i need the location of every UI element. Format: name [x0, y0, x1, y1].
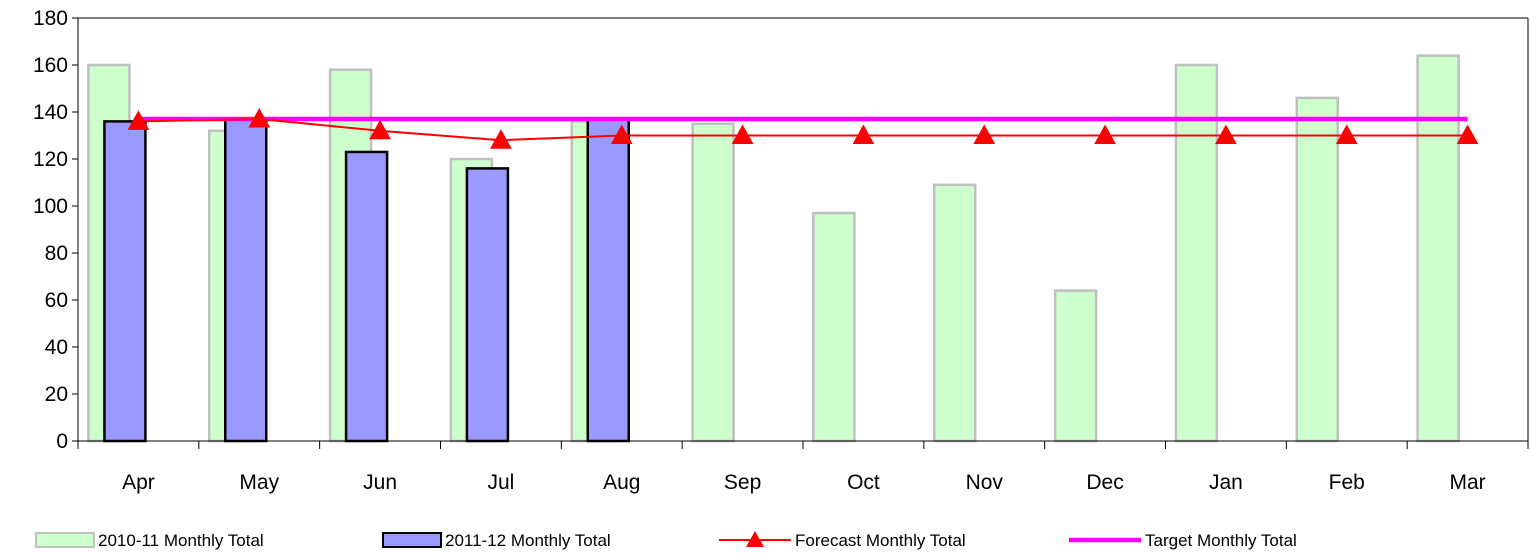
y-tick-label-40: 40	[45, 336, 68, 359]
legend-label-forecast-monthly-total: Forecast Monthly Total	[795, 531, 966, 550]
bar-2010-11-sep	[691, 122, 735, 443]
forecast-point-apr	[127, 110, 150, 130]
y-tick-label-80: 80	[45, 242, 68, 265]
x-tick-label-mar: Mar	[1449, 471, 1485, 494]
bar-2010-11-mar	[1416, 54, 1460, 443]
y-tick-label-20: 20	[45, 383, 68, 406]
x-tick-label-dec: Dec	[1086, 471, 1123, 494]
legend-label-2010-11-monthly-total: 2010-11 Monthly Total	[98, 531, 264, 550]
y-tick-label-120: 120	[33, 148, 68, 171]
forecast-point-feb	[1335, 124, 1358, 144]
x-tick-label-feb: Feb	[1329, 471, 1365, 494]
forecast-point-mar	[1456, 124, 1479, 144]
bar-2011-12-jun	[344, 150, 389, 443]
forecast-point-oct	[852, 124, 875, 144]
bars-layer	[87, 54, 1460, 443]
legend-swatch-2011-12-monthly-total	[382, 532, 442, 548]
forecast-point-jan	[1215, 124, 1237, 144]
bar-2010-11-feb	[1295, 96, 1339, 443]
forecast-point-jun	[369, 119, 391, 140]
forecast-point-nov	[973, 124, 996, 144]
y-tick-label-180: 180	[33, 7, 68, 30]
forecast-point-dec	[1094, 124, 1116, 144]
bar-2010-11-nov	[933, 183, 977, 443]
bar-2011-12-apr	[103, 120, 147, 443]
lines-layer	[127, 108, 1479, 149]
x-tick-label-may: May	[239, 471, 279, 494]
legend-label-target-monthly-total: Target Monthly Total	[1145, 531, 1297, 550]
y-tick-label-140: 140	[33, 101, 68, 124]
forecast-monthly-total-line	[138, 118, 1468, 142]
y-tick-label-60: 60	[45, 289, 68, 312]
y-tick-label-0: 0	[56, 430, 68, 453]
forecast-point-aug	[610, 124, 633, 144]
x-tick-label-aug: Aug	[603, 471, 640, 494]
x-tick-label-apr: Apr	[122, 471, 155, 494]
bar-2011-12-may	[224, 117, 268, 443]
bar-2011-12-jul	[465, 167, 510, 443]
x-tick-label-jan: Jan	[1209, 471, 1243, 494]
y-tick-label-100: 100	[33, 195, 68, 218]
bar-2010-11-jan	[1174, 63, 1219, 443]
x-tick-label-oct: Oct	[847, 471, 880, 494]
forecast-point-may	[248, 108, 271, 128]
legend-marker-forecast-monthly-total	[746, 531, 764, 547]
x-tick-label-jun: Jun	[363, 471, 397, 494]
bar-2011-12-aug	[586, 117, 630, 443]
x-tick-label-nov: Nov	[966, 471, 1004, 494]
y-tick-label-160: 160	[33, 54, 68, 77]
bar-2010-11-dec	[1053, 289, 1098, 443]
x-tick-label-jul: Jul	[487, 471, 514, 494]
legend-swatch-2010-11-monthly-total	[35, 532, 95, 548]
legend: 2010-11 Monthly Total 2011-12 Monthly Tot…	[35, 531, 1297, 550]
axes-layer: 0 20 40 60 80 100 120 140 160 180 Apr May Jun Jul Aug S…	[33, 7, 1529, 494]
forecast-point-jul	[490, 129, 512, 149]
x-tick-label-sep: Sep	[724, 471, 761, 494]
forecast-point-sep	[731, 124, 754, 144]
legend-label-2011-12-monthly-total: 2011-12 Monthly Total	[445, 531, 611, 550]
bar-2010-11-oct	[812, 211, 856, 443]
